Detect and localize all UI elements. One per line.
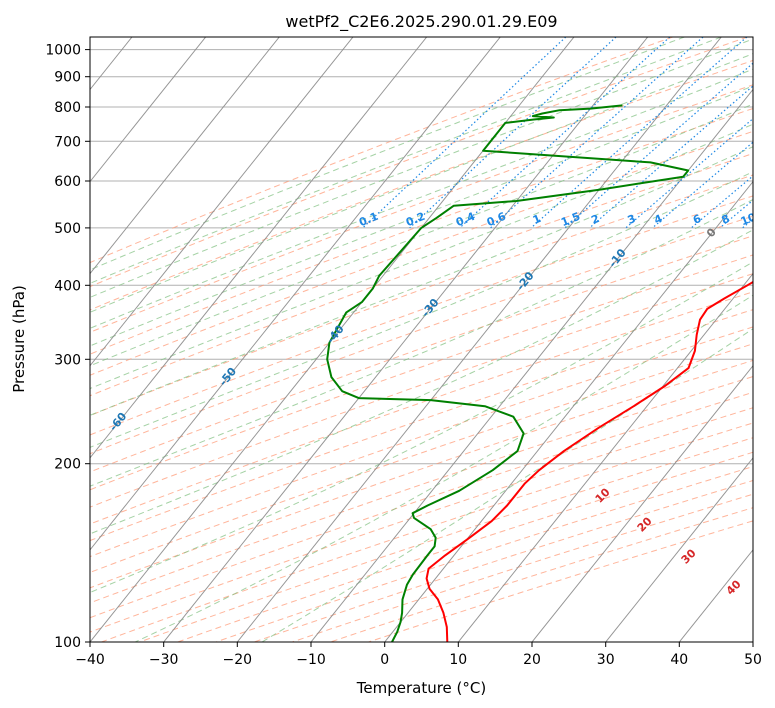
x-axis-label: Temperature (°C) xyxy=(356,679,486,697)
isotherm-line xyxy=(90,37,354,367)
isotherm-line xyxy=(90,37,428,459)
moist-adiabat-line xyxy=(90,123,753,390)
dry-adiabat-line xyxy=(90,291,753,525)
y-tick-label: 100 xyxy=(54,635,81,651)
plot-frame xyxy=(89,36,754,643)
moist-adiabat-line xyxy=(90,103,753,367)
dry-adiabat-line xyxy=(90,254,753,491)
x-tick-label: 20 xyxy=(523,652,541,668)
y-axis-label: Pressure (hPa) xyxy=(10,285,28,393)
profile-series xyxy=(326,104,753,642)
y-tick-label: 600 xyxy=(54,174,81,190)
x-tick-label: −10 xyxy=(296,652,326,668)
mixing-ratio-label: 10 xyxy=(739,210,758,228)
mixing-ratio-label: 3 xyxy=(626,212,638,227)
x-tick-label: 0 xyxy=(380,652,389,668)
x-tick-label: −30 xyxy=(149,652,179,668)
moist-adiabat-line xyxy=(90,38,753,298)
mixing-ratio-label: 1 xyxy=(531,212,543,227)
x-tick-label: 40 xyxy=(670,652,688,668)
x-tick-label: 10 xyxy=(449,652,467,668)
dry-adiabat-line xyxy=(90,59,753,311)
y-tick-label: 400 xyxy=(54,278,81,294)
mixing-ratio-line xyxy=(459,37,671,229)
isotherm-line xyxy=(90,37,207,183)
y-tick-label: 1000 xyxy=(45,43,81,59)
isotherm-line xyxy=(531,364,753,642)
mixing-ratio-label: 2 xyxy=(589,212,601,227)
isotherm-line xyxy=(90,37,280,275)
dry-adiabat-line xyxy=(90,174,753,417)
mixing-ratio-line xyxy=(652,141,753,229)
moist-adiabat-line xyxy=(90,146,753,416)
dry-adiabat-line xyxy=(90,376,753,604)
mixing-ratio-lines xyxy=(362,37,753,229)
dry-adiabat-line xyxy=(90,37,673,264)
x-tick-label: −40 xyxy=(75,652,105,668)
moist-adiabat-line xyxy=(90,37,685,271)
dry-adiabat-line xyxy=(90,107,753,355)
y-tick-label: 800 xyxy=(54,100,81,116)
moist-adiabat-line xyxy=(135,294,753,642)
moist-adiabat-line xyxy=(90,198,753,487)
y-tick-label: 500 xyxy=(54,221,81,237)
y-tick-label: 700 xyxy=(54,134,81,150)
moist-adiabat-line xyxy=(90,37,722,284)
dry-adiabat-line xyxy=(90,195,753,436)
mixing-ratio-line xyxy=(564,62,753,229)
moist-adiabat-line xyxy=(90,261,753,594)
isotherm-line xyxy=(236,37,722,642)
dewpoint-profile-line xyxy=(326,104,690,642)
isotherm-line xyxy=(310,88,753,642)
isotherm-line xyxy=(457,272,753,642)
isotherm-line xyxy=(90,37,501,551)
y-axis-ticks: 1000 900 800 700 600 500 400 300 200 100 xyxy=(45,43,90,651)
x-tick-label: −20 xyxy=(223,652,253,668)
moist-adiabat-line xyxy=(90,68,753,329)
y-tick-label: 300 xyxy=(54,352,81,368)
temperature-profile-line xyxy=(425,280,753,642)
y-tick-label: 200 xyxy=(54,457,81,473)
x-axis-ticks: −40 −30 −20 −10 0 10 20 30 40 50 xyxy=(75,642,762,668)
dry-adiabat-line xyxy=(90,309,753,542)
chart-title: wetPf2_C2E6.2025.290.01.29.E09 xyxy=(285,12,557,32)
mixing-ratio-label: 8 xyxy=(720,212,732,227)
mixing-ratio-line xyxy=(490,37,704,229)
dry-adiabat-line xyxy=(90,391,753,619)
isotherm-line xyxy=(163,37,649,642)
moist-adiabat-line xyxy=(90,229,753,535)
plot-background xyxy=(90,37,753,642)
x-tick-label: 50 xyxy=(744,652,762,668)
moist-adiabat-line xyxy=(90,171,753,448)
dry-adiabat-line xyxy=(90,37,748,288)
y-tick-label: 900 xyxy=(54,70,81,86)
x-tick-label: 30 xyxy=(597,652,615,668)
isotherm-line xyxy=(605,457,753,642)
